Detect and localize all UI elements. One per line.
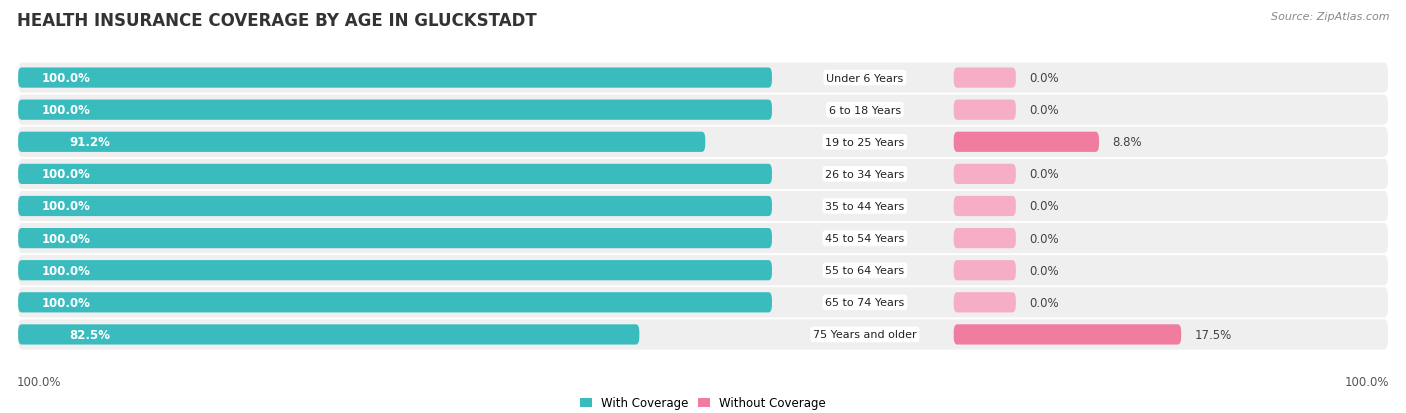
Text: 100.0%: 100.0% <box>42 200 90 213</box>
Text: 100.0%: 100.0% <box>17 375 62 388</box>
Text: 0.0%: 0.0% <box>1029 264 1059 277</box>
FancyBboxPatch shape <box>18 164 772 185</box>
FancyBboxPatch shape <box>18 192 1388 221</box>
Text: 45 to 54 Years: 45 to 54 Years <box>825 233 904 244</box>
FancyBboxPatch shape <box>18 100 772 121</box>
FancyBboxPatch shape <box>953 292 1017 313</box>
Text: 100.0%: 100.0% <box>42 104 90 117</box>
FancyBboxPatch shape <box>18 292 772 313</box>
FancyBboxPatch shape <box>953 100 1017 121</box>
Text: 19 to 25 Years: 19 to 25 Years <box>825 138 904 147</box>
Text: 100.0%: 100.0% <box>42 264 90 277</box>
Text: 100.0%: 100.0% <box>42 72 90 85</box>
Text: HEALTH INSURANCE COVERAGE BY AGE IN GLUCKSTADT: HEALTH INSURANCE COVERAGE BY AGE IN GLUC… <box>17 12 537 30</box>
Text: 91.2%: 91.2% <box>69 136 110 149</box>
FancyBboxPatch shape <box>18 68 772 88</box>
FancyBboxPatch shape <box>953 197 1017 216</box>
FancyBboxPatch shape <box>953 132 1099 152</box>
Text: Source: ZipAtlas.com: Source: ZipAtlas.com <box>1271 12 1389 22</box>
Text: 100.0%: 100.0% <box>42 232 90 245</box>
Text: Under 6 Years: Under 6 Years <box>827 74 904 83</box>
Text: 100.0%: 100.0% <box>1344 375 1389 388</box>
FancyBboxPatch shape <box>18 325 640 345</box>
FancyBboxPatch shape <box>18 320 1388 350</box>
FancyBboxPatch shape <box>18 287 1388 318</box>
Text: 35 to 44 Years: 35 to 44 Years <box>825 202 904 211</box>
Text: 6 to 18 Years: 6 to 18 Years <box>830 105 901 115</box>
Text: 75 Years and older: 75 Years and older <box>813 330 917 339</box>
Text: 0.0%: 0.0% <box>1029 296 1059 309</box>
Text: 82.5%: 82.5% <box>69 328 110 341</box>
FancyBboxPatch shape <box>18 132 706 152</box>
Text: 0.0%: 0.0% <box>1029 104 1059 117</box>
Text: 100.0%: 100.0% <box>42 296 90 309</box>
FancyBboxPatch shape <box>18 63 1388 93</box>
FancyBboxPatch shape <box>953 68 1017 88</box>
FancyBboxPatch shape <box>953 261 1017 281</box>
Text: 8.8%: 8.8% <box>1112 136 1142 149</box>
Text: 100.0%: 100.0% <box>42 168 90 181</box>
FancyBboxPatch shape <box>18 95 1388 126</box>
Text: 26 to 34 Years: 26 to 34 Years <box>825 169 904 180</box>
Text: 65 to 74 Years: 65 to 74 Years <box>825 298 904 308</box>
Legend: With Coverage, Without Coverage: With Coverage, Without Coverage <box>575 392 831 413</box>
FancyBboxPatch shape <box>953 325 1181 345</box>
Text: 17.5%: 17.5% <box>1195 328 1232 341</box>
FancyBboxPatch shape <box>18 159 1388 190</box>
Text: 0.0%: 0.0% <box>1029 232 1059 245</box>
Text: 55 to 64 Years: 55 to 64 Years <box>825 266 904 275</box>
FancyBboxPatch shape <box>18 256 1388 286</box>
Text: 0.0%: 0.0% <box>1029 200 1059 213</box>
FancyBboxPatch shape <box>18 197 772 216</box>
Text: 0.0%: 0.0% <box>1029 72 1059 85</box>
FancyBboxPatch shape <box>18 228 772 249</box>
FancyBboxPatch shape <box>953 164 1017 185</box>
Text: 0.0%: 0.0% <box>1029 168 1059 181</box>
FancyBboxPatch shape <box>953 228 1017 249</box>
FancyBboxPatch shape <box>18 261 772 281</box>
FancyBboxPatch shape <box>18 127 1388 157</box>
FancyBboxPatch shape <box>18 223 1388 254</box>
